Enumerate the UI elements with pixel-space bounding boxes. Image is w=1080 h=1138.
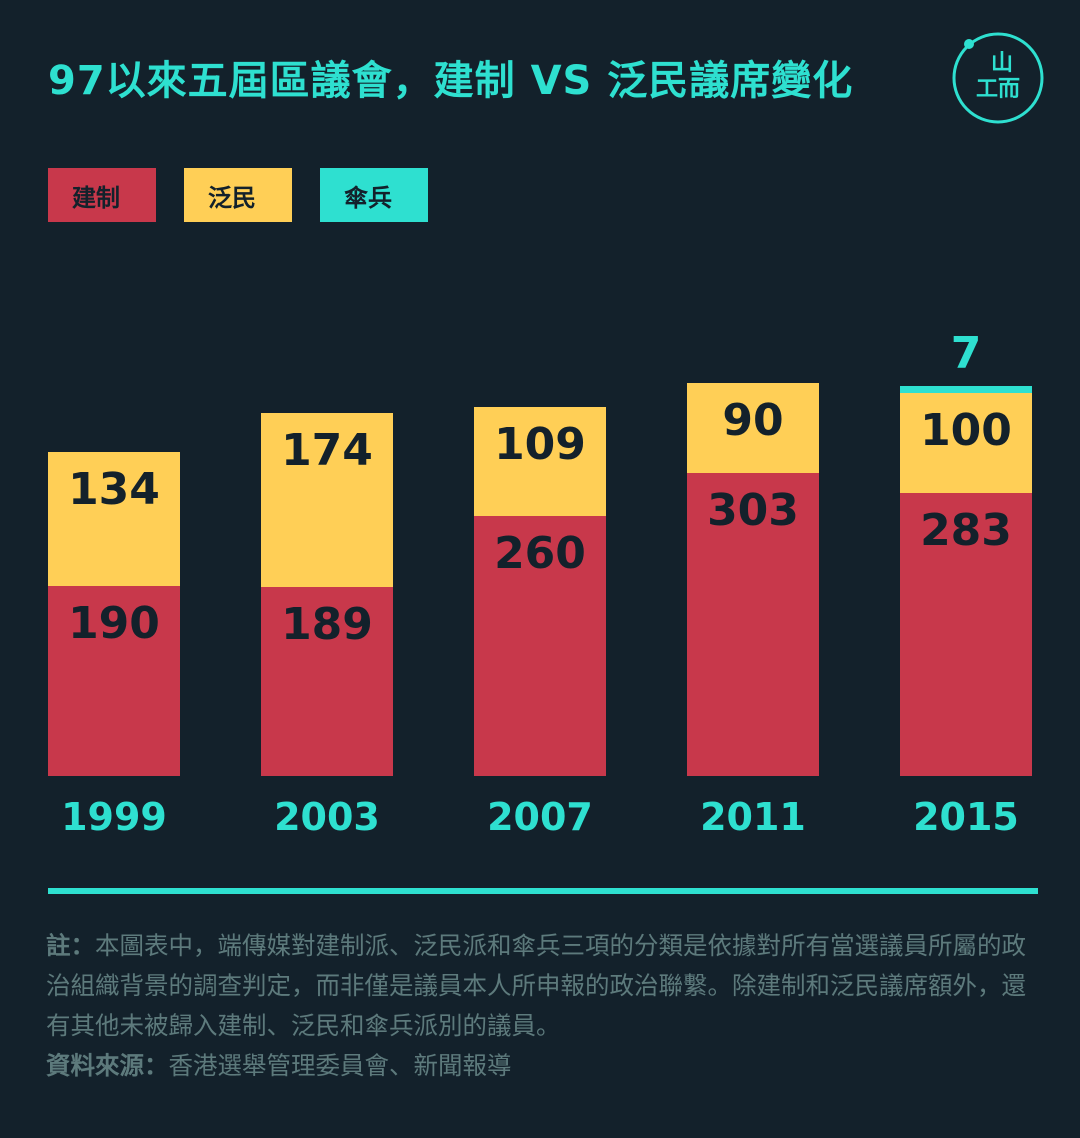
category-label-2003: 2003 bbox=[274, 795, 380, 839]
legend-item-pro-establishment: 建制 bbox=[48, 168, 156, 222]
stacked-bar-chart: 190 134 1999 189 174 2003 260 109 2007 303 90 2011 2… bbox=[48, 328, 1032, 839]
legend-label-pro-establishment: 建制 bbox=[72, 183, 120, 212]
bar-pro-establishment-2007 bbox=[474, 516, 606, 776]
note-label: 註： bbox=[46, 931, 95, 960]
legend-item-pan-democrat: 泛民 bbox=[184, 168, 292, 222]
value-label-pan-democrat-2003: 174 bbox=[281, 425, 373, 476]
chart-legend: 建制 泛民 傘兵 bbox=[48, 168, 456, 222]
legend-label-pan-democrat: 泛民 bbox=[208, 183, 256, 212]
legend-item-umbrella: 傘兵 bbox=[320, 168, 428, 222]
divider-line bbox=[48, 888, 1038, 894]
source-paragraph: 資料來源：香港選舉管理委員會、新聞報導 bbox=[46, 1046, 1046, 1086]
category-label-1999: 1999 bbox=[61, 795, 167, 839]
bar-umbrella-2015 bbox=[900, 386, 1032, 393]
value-label-umbrella-2015: 7 bbox=[951, 328, 982, 379]
bar-pan-democrat-2011 bbox=[687, 383, 819, 473]
logo-text-bottom: 工而 bbox=[976, 77, 1020, 102]
bar-pan-democrat-2007 bbox=[474, 407, 606, 516]
bar-pro-establishment-2011 bbox=[687, 473, 819, 776]
bar-pro-establishment-2003 bbox=[261, 587, 393, 776]
source-label: 資料來源： bbox=[46, 1051, 169, 1080]
note-paragraph: 註：本圖表中，端傳媒對建制派、泛民派和傘兵三項的分類是依據對所有當選議員所屬的政… bbox=[46, 926, 1046, 1046]
note-text: 本圖表中，端傳媒對建制派、泛民派和傘兵三項的分類是依據對所有當選議員所屬的政治組… bbox=[46, 931, 1026, 1040]
value-label-pro-establishment-2007: 260 bbox=[494, 528, 586, 579]
logo-text-top: 山 bbox=[991, 51, 1013, 76]
bar-pan-democrat-2003 bbox=[261, 413, 393, 587]
category-label-2011: 2011 bbox=[700, 795, 806, 839]
value-label-pro-establishment-2015: 283 bbox=[920, 505, 1012, 556]
bar-pan-democrat-2015 bbox=[900, 393, 1032, 493]
category-label-2007: 2007 bbox=[487, 795, 593, 839]
bar-pro-establishment-2015 bbox=[900, 493, 1032, 776]
category-label-2015: 2015 bbox=[913, 795, 1019, 839]
chart-title: 97以來五屆區議會，建制 VS 泛民議席變化 bbox=[48, 58, 854, 104]
bar-pro-establishment-1999 bbox=[48, 586, 180, 776]
site-logo: 山 工而 bbox=[952, 32, 1044, 124]
value-label-pan-democrat-2007: 109 bbox=[494, 419, 586, 470]
value-label-pro-establishment-2003: 189 bbox=[281, 599, 373, 650]
source-text: 香港選舉管理委員會、新聞報導 bbox=[168, 1051, 512, 1080]
legend-label-umbrella: 傘兵 bbox=[344, 183, 392, 212]
value-label-pan-democrat-2015: 100 bbox=[920, 405, 1012, 456]
value-label-pan-democrat-2011: 90 bbox=[722, 395, 783, 446]
notes-block: 註：本圖表中，端傳媒對建制派、泛民派和傘兵三項的分類是依據對所有當選議員所屬的政… bbox=[46, 926, 1046, 1086]
bar-pan-democrat-1999 bbox=[48, 452, 180, 586]
value-label-pro-establishment-2011: 303 bbox=[707, 485, 799, 536]
value-label-pan-democrat-1999: 134 bbox=[68, 464, 160, 515]
value-label-pro-establishment-1999: 190 bbox=[68, 598, 160, 649]
